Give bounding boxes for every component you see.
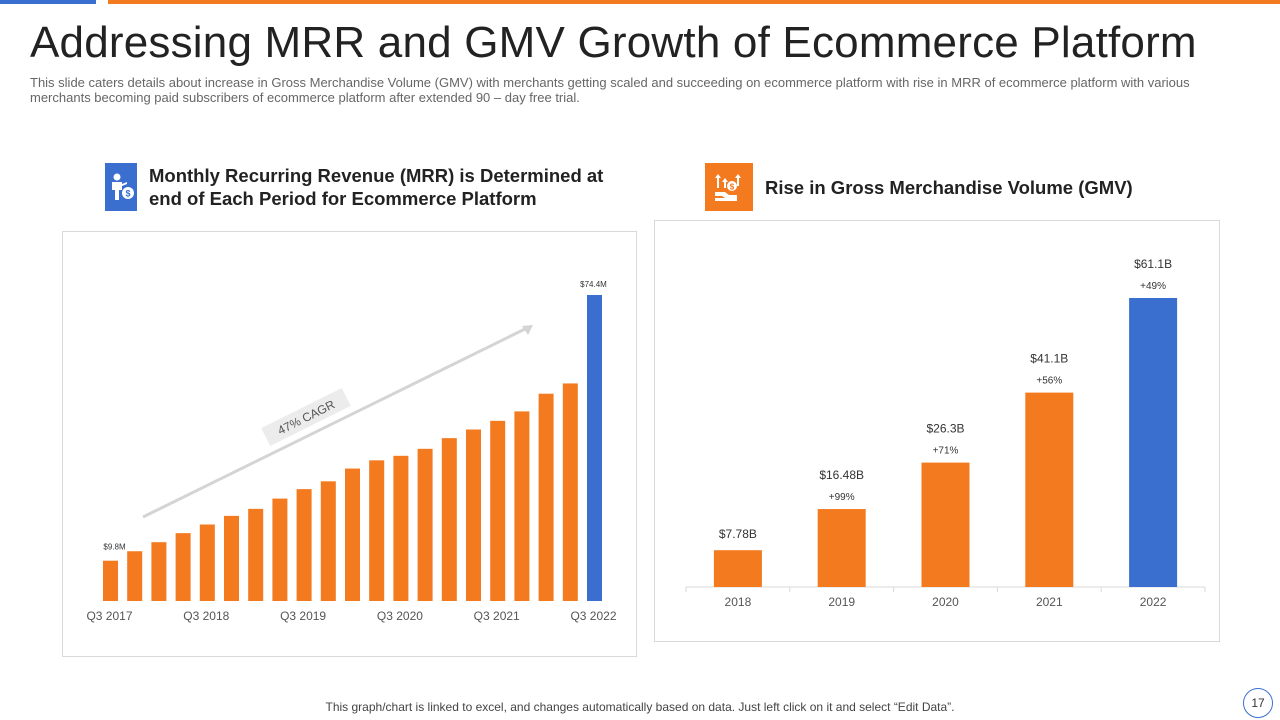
mrr-panel-header: $ Monthly Recurring Revenue (MRR) is Det… [105, 163, 625, 211]
mrr-tick-label: Q3 2022 [570, 609, 616, 623]
gmv-tick-label: 2018 [725, 595, 752, 609]
mrr-bar [272, 498, 288, 601]
mrr-tick-label: Q3 2019 [280, 609, 326, 623]
mrr-bar [151, 542, 167, 601]
page-number: 17 [1243, 688, 1273, 718]
mrr-bar-chart: $9.8M $74.4M Q3 2017 Q3 2018 Q3 2019 Q3 2020 Q… [86, 280, 616, 623]
mrr-bar [587, 295, 602, 601]
gmv-heading: Rise in Gross Merchandise Volume (GMV) [765, 176, 1133, 198]
mrr-bar [417, 448, 433, 601]
gmv-bar [1129, 298, 1178, 587]
mrr-bar [441, 438, 457, 601]
mrr-data-label: $9.8M [103, 543, 126, 552]
mrr-bar [175, 533, 191, 601]
mrr-bar [199, 524, 215, 601]
mrr-bar [224, 515, 239, 601]
gmv-value-label: $7.78B [719, 527, 757, 541]
slide-subtitle: This slide caters details about increase… [30, 75, 1190, 105]
gmv-value-label: $16.48B [819, 468, 864, 482]
mrr-heading: Monthly Recurring Revenue (MRR) is Deter… [149, 165, 604, 209]
person-money-icon: $ [105, 163, 137, 211]
cagr-arrow-line [142, 326, 528, 519]
mrr-data-label: $74.4M [580, 280, 607, 289]
gmv-value-label: $26.3B [926, 422, 964, 436]
gmv-panel-header: $ Rise in Gross Merchandise Volume (GMV) [705, 163, 1225, 211]
mrr-bar [369, 460, 385, 601]
gmv-growth-label: +49% [1140, 281, 1166, 292]
mrr-tick-label: Q3 2018 [183, 609, 229, 623]
mrr-bar [345, 468, 360, 601]
mrr-tick-label: Q3 2021 [474, 609, 520, 623]
gmv-bar-chart: $7.78B 2018 +99% $16.48B 2019 +71% $26.3B 2020 +… [685, 257, 1206, 609]
cagr-annotation-bg [261, 387, 351, 447]
mrr-bar [320, 481, 336, 601]
mrr-bar [103, 560, 118, 601]
mrr-bar [538, 393, 554, 601]
mrr-tick-label: Q3 2017 [86, 609, 132, 623]
gmv-bar [1025, 392, 1074, 587]
gmv-growth-label: +71% [933, 446, 959, 457]
slide-title: Addressing MRR and GMV Growth of Ecommer… [30, 18, 1197, 67]
mrr-bar [393, 455, 409, 601]
gmv-bar [817, 509, 866, 587]
footer-note: This graph/chart is linked to excel, and… [325, 700, 955, 714]
accent-bar-orange [108, 0, 1280, 4]
mrr-bar [514, 411, 530, 601]
gmv-value-label: $61.1B [1134, 257, 1172, 271]
cagr-arrow-head [522, 325, 533, 335]
gmv-chart-frame: $7.78B 2018 +99% $16.48B 2019 +71% $26.3B 2020 +… [654, 220, 1220, 642]
gmv-tick-label: 2022 [1140, 595, 1167, 609]
mrr-bar [127, 551, 143, 601]
gmv-growth-label: +99% [829, 492, 855, 503]
mrr-chart-frame: $9.8M $74.4M Q3 2017 Q3 2018 Q3 2019 Q3 2020 Q… [62, 231, 637, 657]
gmv-growth-label: +56% [1036, 376, 1062, 387]
mrr-tick-label: Q3 2020 [377, 609, 423, 623]
svg-text:$: $ [730, 182, 735, 191]
mrr-bar [466, 429, 481, 601]
mrr-bar [490, 420, 506, 601]
mrr-bar [296, 489, 312, 601]
gmv-value-label: $41.1B [1030, 352, 1068, 366]
mrr-bar [562, 383, 578, 601]
gmv-tick-label: 2020 [932, 595, 959, 609]
gmv-bar [921, 462, 970, 587]
gmv-bar [713, 550, 762, 587]
gmv-tick-label: 2021 [1036, 595, 1063, 609]
svg-text:$: $ [125, 189, 130, 199]
accent-bar-blue [0, 0, 96, 4]
gmv-tick-label: 2019 [828, 595, 855, 609]
mrr-bar [248, 508, 264, 601]
growth-arrows-money-icon: $ [705, 163, 753, 211]
